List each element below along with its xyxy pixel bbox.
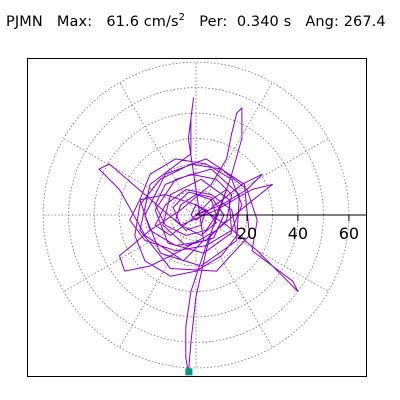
period-value: 0.340 s	[236, 14, 292, 30]
station-label: PJMN	[6, 14, 43, 30]
orbit-trace	[98, 97, 299, 374]
peak-marker	[185, 368, 193, 376]
plot-frame	[27, 58, 367, 377]
angle-label: Ang:	[305, 14, 339, 30]
grid-spoke	[195, 138, 329, 216]
radial-tick-label: 40	[288, 224, 308, 243]
period-label: Per:	[199, 14, 228, 30]
radial-tick-label: 20	[237, 224, 257, 243]
angle-value: 267.4	[343, 14, 386, 30]
max-value: 61.6	[106, 14, 140, 30]
max-unit-exponent: 2	[178, 12, 186, 23]
grid-spoke	[119, 82, 197, 216]
grid-spoke	[195, 82, 273, 216]
radial-tick-label: 60	[339, 224, 359, 243]
grid-spoke	[63, 214, 197, 292]
max-label: Max:	[56, 14, 93, 30]
grid-spoke	[119, 214, 197, 348]
grid-spoke	[63, 138, 197, 216]
grid-spoke	[195, 214, 329, 292]
max-unit: cm/s	[143, 14, 179, 30]
grid-spoke	[195, 214, 273, 348]
chart-title: PJMN Max: 61.6 cm/s2 Per: 0.340 s Ang: 2…	[6, 12, 386, 30]
